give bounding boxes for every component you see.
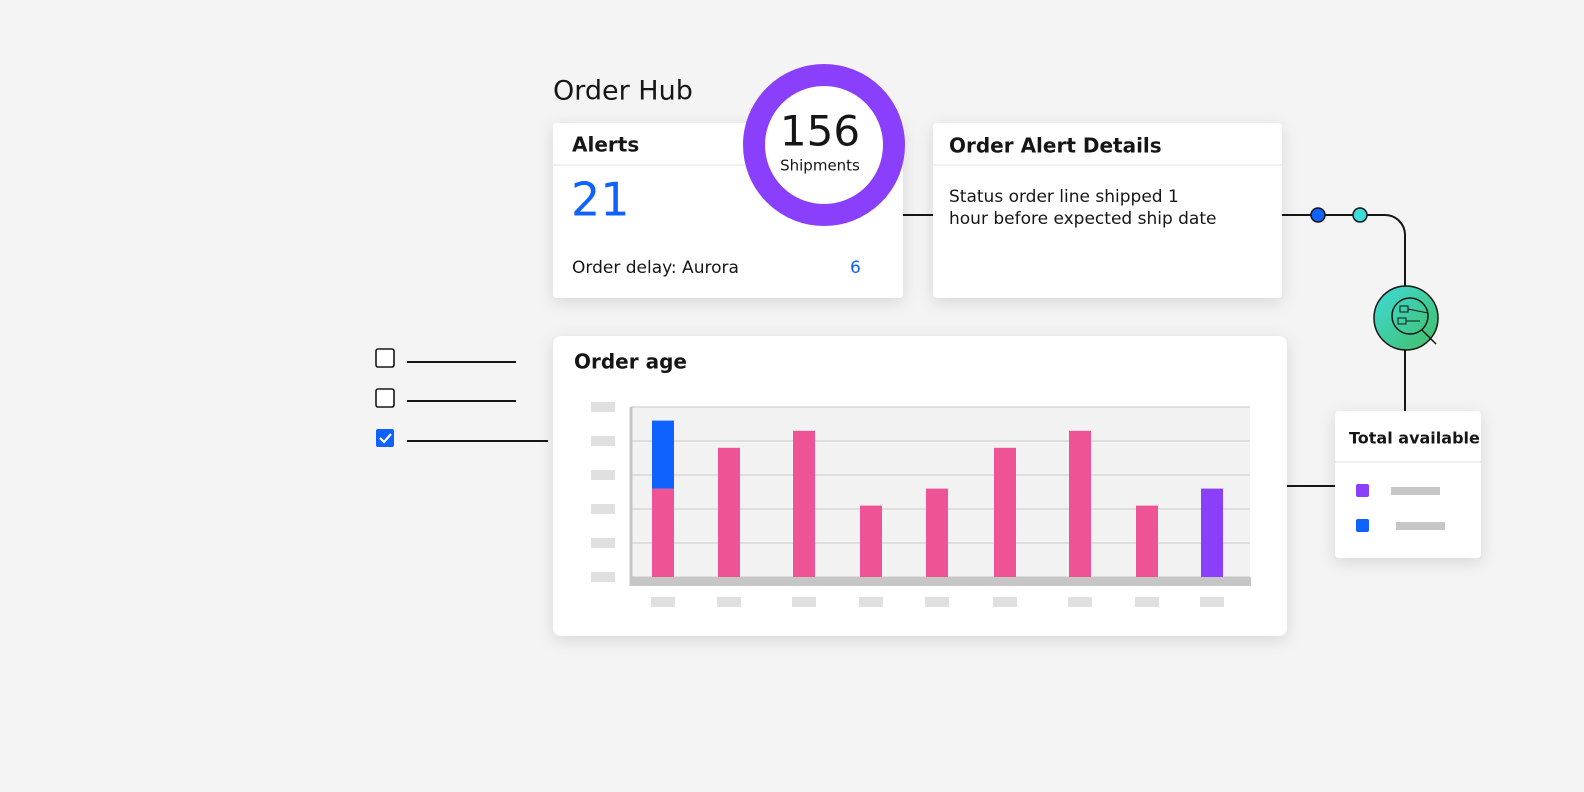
bar bbox=[718, 447, 740, 577]
bar bbox=[652, 420, 674, 489]
x-tick-placeholder bbox=[925, 597, 949, 607]
bar bbox=[994, 447, 1016, 577]
legend-swatch bbox=[1356, 519, 1369, 532]
card-title: Order Alert Details bbox=[949, 134, 1162, 158]
checkbox[interactable] bbox=[375, 388, 395, 408]
bar bbox=[1069, 430, 1091, 577]
y-tick-placeholder bbox=[591, 436, 615, 446]
x-tick-placeholder bbox=[792, 597, 816, 607]
connectors bbox=[407, 214, 1406, 487]
ai-icon bbox=[1373, 285, 1439, 351]
x-tick-placeholder bbox=[993, 597, 1017, 607]
connector-dot bbox=[1310, 207, 1326, 223]
page-title: Order Hub bbox=[553, 76, 693, 107]
x-tick-placeholder bbox=[1200, 597, 1224, 607]
details-card bbox=[933, 123, 1282, 298]
y-tick-placeholder bbox=[591, 470, 615, 480]
alert-row-label: Order delay: Aurora bbox=[572, 258, 739, 278]
details-line: hour before expected ship date bbox=[949, 209, 1216, 229]
bar bbox=[652, 488, 674, 577]
legend-placeholder bbox=[1391, 487, 1440, 495]
bar bbox=[1201, 488, 1223, 577]
x-tick-placeholder bbox=[1068, 597, 1092, 607]
connector-dot bbox=[1352, 207, 1368, 223]
x-tick-placeholder bbox=[1135, 597, 1159, 607]
legend-title: Total available bbox=[1349, 429, 1480, 448]
x-tick-placeholder bbox=[651, 597, 675, 607]
alert-row-value: 6 bbox=[850, 258, 861, 278]
shipments-label: Shipments bbox=[780, 157, 860, 175]
chart-title: Order age bbox=[574, 350, 687, 374]
checkmark bbox=[379, 433, 392, 444]
checkbox[interactable] bbox=[375, 348, 395, 368]
card-title: Alerts bbox=[572, 133, 639, 157]
alert-count: 21 bbox=[571, 173, 630, 227]
bar bbox=[860, 505, 882, 577]
x-tick-placeholder bbox=[859, 597, 883, 607]
shipments-value: 156 bbox=[780, 107, 860, 156]
y-tick-placeholder bbox=[591, 402, 615, 412]
bar bbox=[1136, 505, 1158, 577]
shipments-ring bbox=[743, 64, 905, 226]
y-tick-placeholder bbox=[591, 538, 615, 548]
y-tick-placeholder bbox=[591, 572, 615, 582]
details-line: Status order line shipped 1 bbox=[949, 187, 1179, 207]
bar bbox=[926, 488, 948, 577]
legend-swatch bbox=[1356, 484, 1369, 497]
checkbox-checked[interactable] bbox=[376, 429, 394, 447]
y-tick-placeholder bbox=[591, 504, 615, 514]
legend bbox=[1356, 484, 1445, 532]
x-axis bbox=[631, 577, 1251, 586]
bar bbox=[793, 430, 815, 577]
x-tick-placeholder bbox=[717, 597, 741, 607]
legend-card bbox=[1335, 411, 1481, 558]
legend-placeholder bbox=[1396, 522, 1445, 530]
